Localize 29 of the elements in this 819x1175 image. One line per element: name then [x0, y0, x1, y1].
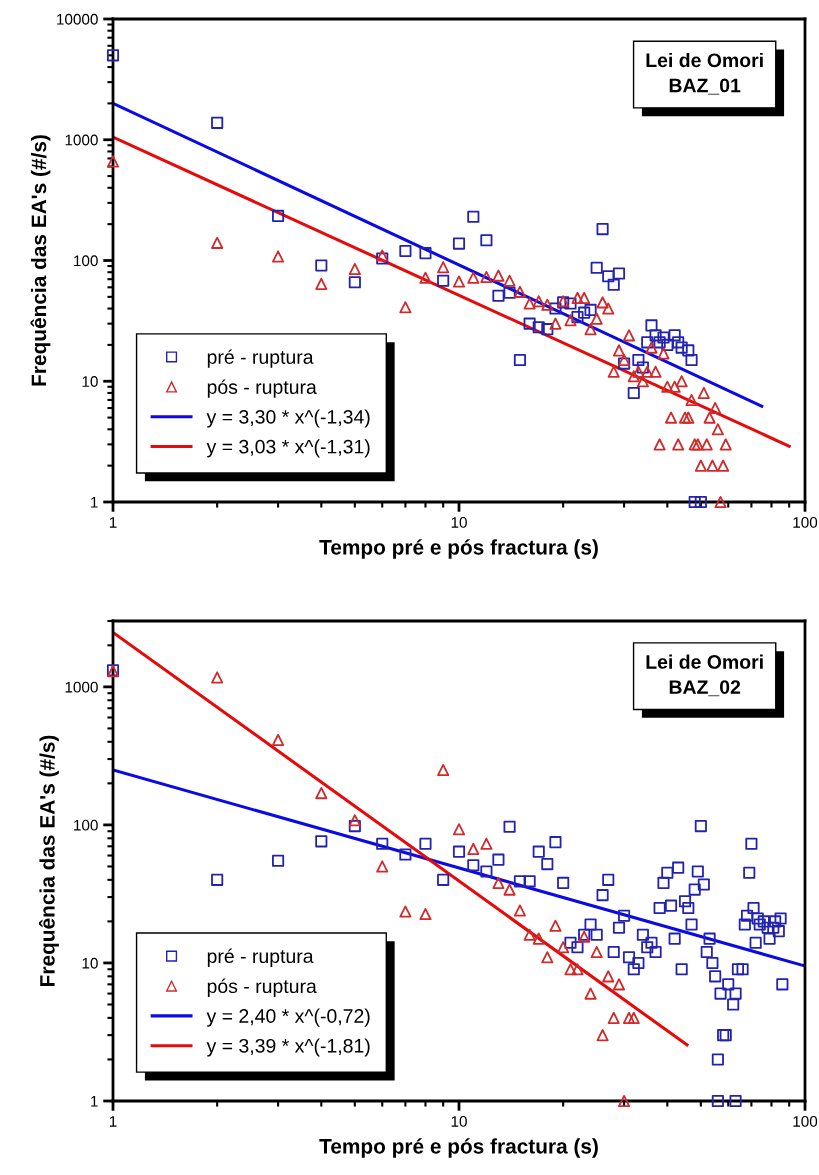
legend-label: pré - ruptura	[207, 349, 314, 368]
y-tick-label: 1000	[65, 134, 98, 146]
legend-label: pós - ruptura	[207, 978, 317, 997]
y-tick-label: 1	[91, 497, 98, 508]
legend-label: pré - ruptura	[207, 948, 314, 967]
y-tick-label: 1000	[65, 681, 98, 693]
x-tick-label: 10	[451, 516, 467, 528]
x-tick-label: 10	[451, 1115, 467, 1127]
y-tick-label: 10000	[57, 13, 98, 25]
y-tick-label: 10	[82, 957, 98, 969]
legend-label: pós - ruptura	[207, 379, 317, 398]
x-tick-label: 1	[109, 1116, 117, 1127]
legend-label: y = 2,40 * x^(-0,72)	[206, 1008, 370, 1027]
y-tick-label: 1	[91, 1096, 98, 1107]
annotation: Lei de Omori BAZ_02	[646, 654, 763, 697]
annotation: Lei de Omori BAZ_01	[646, 52, 763, 95]
x-tick-label: 1	[109, 517, 117, 528]
y-tick-label: 10	[82, 376, 98, 387]
x-axis-title: Tempo pré e pós fractura (s)	[319, 539, 598, 559]
y-axis-title: Frequência das EA's (#/s)	[39, 735, 59, 986]
x-tick-label: 100	[793, 516, 818, 528]
y-tick-label: 100	[74, 255, 98, 267]
y-axis-title: Frequência das EA's (#/s)	[30, 135, 51, 386]
y-tick-label: 100	[74, 819, 98, 831]
x-tick-label: 100	[793, 1115, 818, 1127]
legend-label: y = 3,30 * x^(-1,34)	[206, 409, 370, 428]
x-axis-title: Tempo pré e pós fractura (s)	[319, 1138, 598, 1158]
legend-label: y = 3,03 * x^(-1,31)	[206, 439, 370, 458]
legend-label: y = 3,39 * x^(-1,81)	[206, 1038, 370, 1057]
